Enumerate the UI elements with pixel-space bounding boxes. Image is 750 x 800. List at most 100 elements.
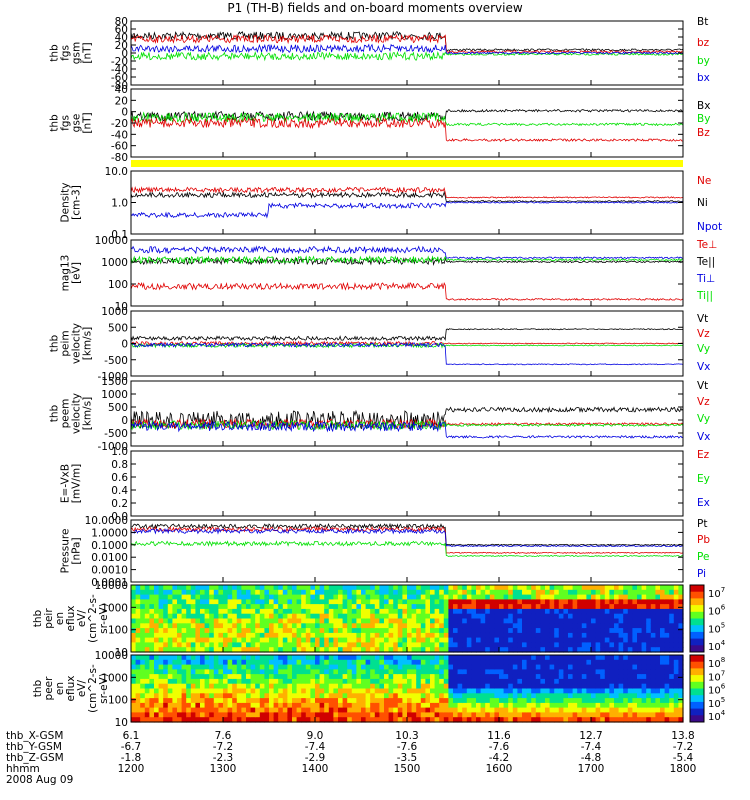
spectrogram-cell xyxy=(466,693,472,699)
spectrogram-cell xyxy=(292,628,298,634)
spectrogram-cell xyxy=(200,613,206,620)
spectrogram-cell xyxy=(374,585,380,591)
spectrogram-cell xyxy=(439,712,445,718)
spectrogram-cell xyxy=(471,712,477,718)
spectrogram-cell xyxy=(282,585,288,591)
spectrogram-cell xyxy=(641,702,647,709)
spectrogram-cell xyxy=(614,683,620,690)
spectrogram-cell xyxy=(425,698,431,704)
spectrogram-cell xyxy=(351,647,357,653)
spectrogram-cell xyxy=(503,594,509,600)
spectrogram-cell xyxy=(195,678,201,685)
spectrogram-cell xyxy=(586,608,592,615)
spectrogram-cell xyxy=(453,613,459,620)
spectrogram-cell xyxy=(186,674,192,680)
spectrogram-cell xyxy=(545,608,551,615)
spectrogram-cell xyxy=(443,637,449,643)
colorbar-frame xyxy=(689,654,705,723)
spectrogram-cell xyxy=(540,664,546,670)
spectrogram-cell xyxy=(664,683,670,690)
spectrogram-cell xyxy=(213,647,219,653)
colorbar-step xyxy=(690,598,704,606)
legend-Vx: Vx xyxy=(697,361,710,373)
spectrogram-cell xyxy=(356,618,362,624)
spectrogram-cell xyxy=(190,608,196,615)
spectrogram-cell xyxy=(374,594,380,600)
spectrogram-cell xyxy=(563,655,569,661)
spectrogram-cell xyxy=(213,707,219,713)
spectrogram-cell xyxy=(618,683,624,690)
spectrogram-cell xyxy=(430,655,436,661)
spectrogram-cell xyxy=(660,712,666,718)
spectrogram-cell xyxy=(407,608,413,615)
spectrogram-cell xyxy=(374,712,380,718)
spectrogram-cell xyxy=(310,628,316,634)
spectrogram-cell xyxy=(526,594,532,600)
y-tick-label: 1000 xyxy=(101,389,128,401)
spectrogram-cell xyxy=(545,702,551,709)
spectrogram-cell xyxy=(604,632,610,639)
legend-Bz: Bz xyxy=(697,127,710,139)
spectrogram-cell xyxy=(402,664,408,670)
x-tick-value: 1300 xyxy=(210,763,237,775)
spectrogram-cell xyxy=(660,702,666,709)
spectrogram-cell xyxy=(618,604,624,610)
spectrogram-cell xyxy=(425,618,431,624)
y-tick-label: 10.0 xyxy=(105,166,128,178)
spectrogram-cell xyxy=(646,707,652,713)
spectrogram-cell xyxy=(623,688,629,694)
spectrogram-cell xyxy=(296,659,302,666)
spectrogram-cell xyxy=(384,608,390,615)
spectrogram-cell xyxy=(236,717,242,723)
spectrogram-cell xyxy=(324,678,330,685)
spectrogram-cell xyxy=(287,647,293,653)
spectrogram-cell xyxy=(430,599,436,605)
spectrogram-cell xyxy=(443,618,449,624)
spectrogram-cell xyxy=(485,642,491,648)
spectrogram-cell xyxy=(581,618,587,624)
spectrogram-cell xyxy=(158,688,164,694)
spectrogram-cell xyxy=(338,604,344,610)
spectrogram-cell xyxy=(678,613,684,620)
spectrogram-cell xyxy=(457,712,463,718)
spectrogram-cell xyxy=(315,698,321,704)
spectrogram-cell xyxy=(324,717,330,723)
spectrogram-cell xyxy=(223,669,229,675)
spectrogram-cell xyxy=(577,655,583,661)
spectrogram-cell xyxy=(338,712,344,718)
spectrogram-cell xyxy=(407,688,413,694)
spectrogram-cell xyxy=(457,623,463,629)
spectrogram-cell xyxy=(388,659,394,666)
spectrogram-cell xyxy=(177,599,183,605)
spectrogram-cell xyxy=(512,608,518,615)
spectrogram-cell xyxy=(236,698,242,704)
spectrogram-cell xyxy=(351,613,357,620)
legend-Ne: Ne xyxy=(697,175,711,187)
y-tick-label: 1.0 xyxy=(111,198,128,210)
spectrogram-cell xyxy=(195,717,201,723)
spectrogram-cell xyxy=(195,693,201,699)
spectrogram-cell xyxy=(154,585,160,591)
spectrogram-cell xyxy=(292,594,298,600)
spectrogram-cell xyxy=(236,632,242,639)
spectrogram-cell xyxy=(664,604,670,610)
spectrogram-cell xyxy=(572,599,578,605)
spectrogram-cell xyxy=(374,707,380,713)
spectrogram-cell xyxy=(618,589,624,596)
spectrogram-cell xyxy=(324,632,330,639)
spectrogram-cell xyxy=(236,594,242,600)
y-tick-label: 10000 xyxy=(95,580,128,592)
spectrogram-cell xyxy=(591,702,597,709)
spectrogram-cell xyxy=(476,655,482,661)
spectrogram-cell xyxy=(167,594,173,600)
spectrogram-cell xyxy=(388,618,394,624)
spectrogram-cell xyxy=(338,669,344,675)
spectrogram-cell xyxy=(250,702,256,709)
spectrogram-cell xyxy=(512,664,518,670)
spectrogram-cell xyxy=(632,688,638,694)
y-axis-label: eV/ xyxy=(76,609,88,627)
spectrogram-cell xyxy=(278,688,284,694)
spectrogram-cell xyxy=(466,674,472,680)
